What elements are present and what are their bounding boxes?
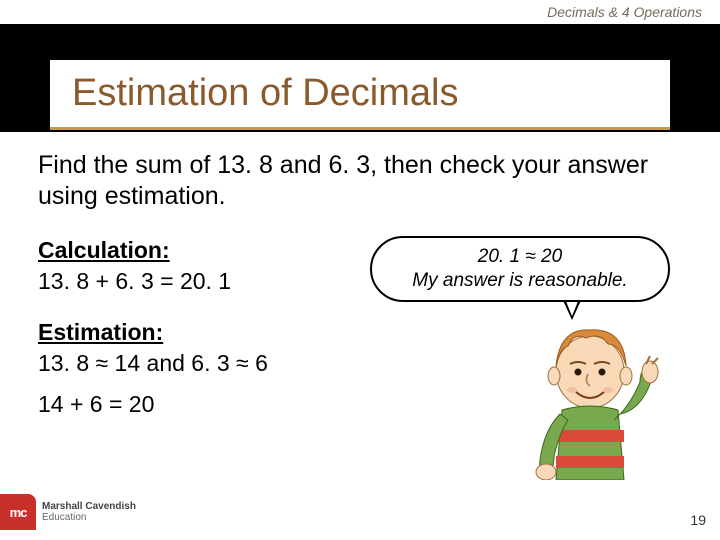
title-box: Estimation of Decimals (50, 60, 670, 130)
page-title: Estimation of Decimals (72, 72, 458, 115)
logo-text: Marshall Cavendish Education (42, 501, 136, 523)
bubble-line-1: 20. 1 ≈ 20 (372, 245, 668, 269)
logo-mark: mc (0, 494, 36, 530)
speech-bubble-group: 20. 1 ≈ 20 My answer is reasonable. (370, 236, 690, 302)
publisher-logo: mc Marshall Cavendish Education (0, 494, 136, 530)
chapter-header: Decimals & 4 Operations (0, 0, 720, 24)
speech-bubble: 20. 1 ≈ 20 My answer is reasonable. (370, 236, 670, 302)
logo-line-1: Marshall Cavendish (42, 501, 136, 512)
bubble-line-2: My answer is reasonable. (372, 269, 668, 293)
page-number: 19 (690, 512, 706, 528)
logo-line-2: Education (42, 512, 136, 523)
question-prompt: Find the sum of 13. 8 and 6. 3, then che… (38, 150, 690, 213)
boy-illustration (490, 310, 680, 480)
